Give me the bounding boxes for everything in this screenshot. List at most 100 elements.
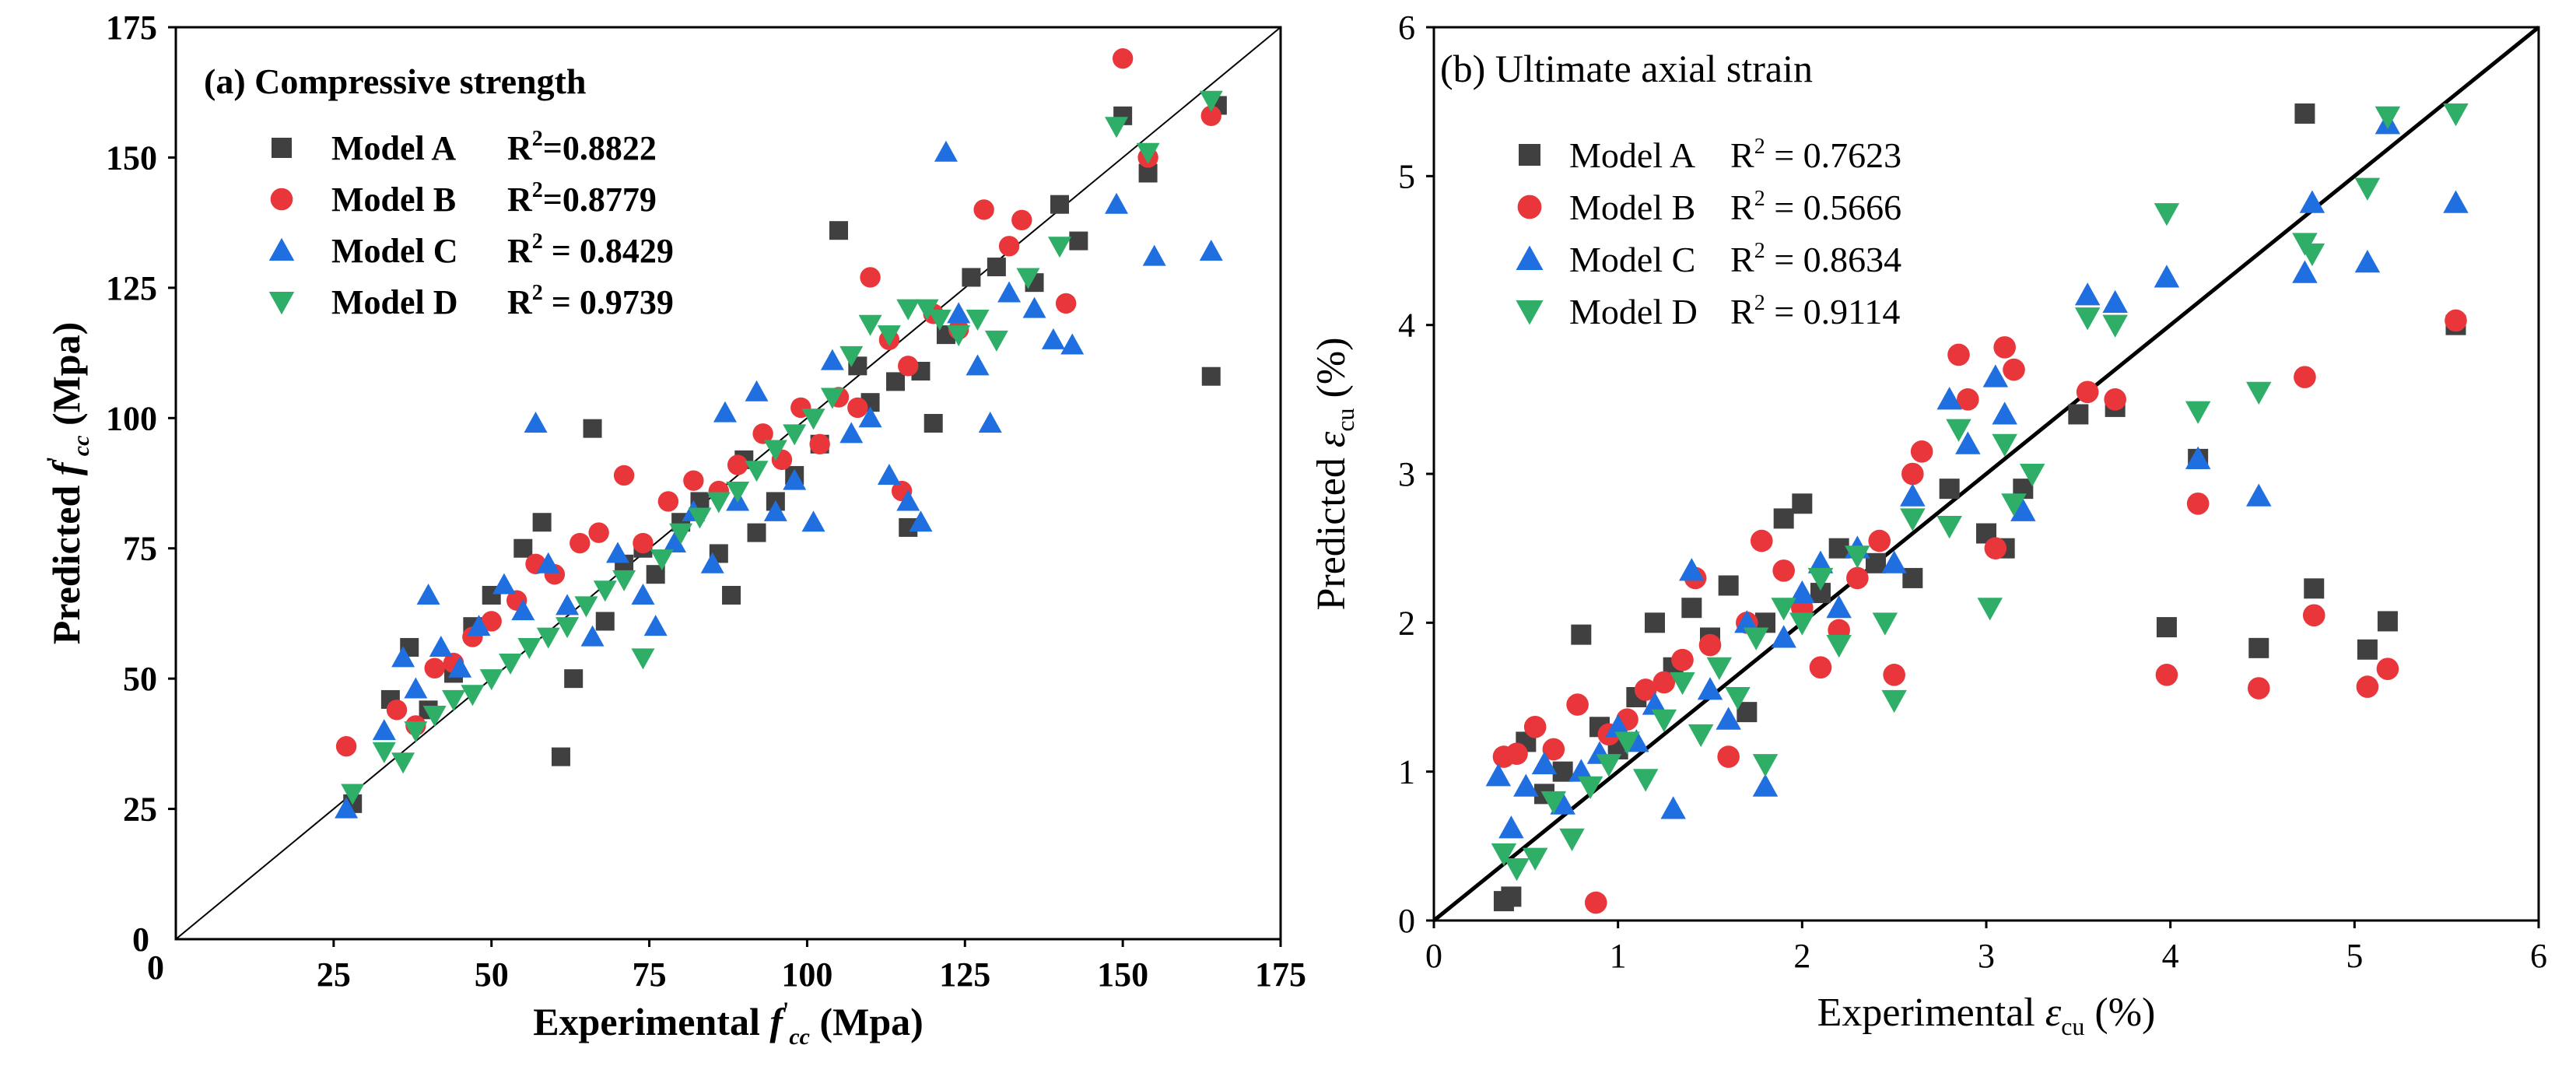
x-tick-label: 2 — [1793, 937, 1810, 975]
y-tick-label: 2 — [1398, 604, 1415, 642]
data-point-model-d — [517, 637, 541, 659]
data-point-model-c — [1752, 773, 1779, 797]
data-point-model-a — [987, 258, 1006, 277]
data-point-model-c — [1041, 328, 1065, 349]
data-point-model-b — [1011, 209, 1032, 230]
data-point-model-a — [747, 523, 766, 542]
data-point-model-c — [2443, 190, 2469, 213]
y-tick-label: 1 — [1398, 753, 1415, 791]
legend-b-model-a-r2: R2 = 0.7623 — [1730, 135, 1901, 175]
data-point-model-d — [877, 325, 901, 347]
data-point-model-d — [1105, 117, 1129, 139]
data-point-model-d — [1577, 776, 1603, 800]
data-point-model-b — [1910, 440, 1933, 463]
data-point-model-d — [536, 627, 560, 649]
panel-a-x-axis-title: Experimental f'cc (Mpa) — [533, 998, 924, 1050]
data-point-model-d — [612, 570, 636, 591]
legend-b-model-a-label: Model A — [1569, 135, 1695, 175]
data-point-model-b — [1634, 679, 1657, 701]
data-point-model-d — [1016, 268, 1040, 289]
y-tick-label: 75 — [123, 530, 157, 568]
data-point-model-b — [1846, 566, 1869, 590]
data-point-model-b — [683, 470, 704, 491]
data-point-model-d — [1688, 724, 1714, 748]
data-point-model-c — [1568, 759, 1594, 782]
x-tick-label: 4 — [2162, 937, 2179, 975]
legend-marker-model-d — [268, 292, 295, 315]
legend-a-model-b-label: Model B — [331, 181, 456, 219]
data-point-model-a — [551, 747, 570, 766]
data-point-model-d — [404, 721, 428, 743]
data-point-model-b — [2186, 492, 2210, 515]
data-point-model-a — [1201, 366, 1221, 386]
panel-b-identity-line — [1432, 26, 2540, 922]
data-point-model-c — [372, 719, 396, 741]
data-point-model-c — [896, 489, 920, 511]
data-point-model-b — [1957, 388, 1979, 411]
data-point-model-d — [1807, 567, 1834, 591]
data-point-model-b — [847, 397, 868, 419]
data-point-model-b — [335, 736, 357, 757]
data-point-model-d — [801, 409, 825, 430]
data-point-model-d — [2299, 243, 2325, 267]
data-point-model-c — [947, 302, 971, 324]
data-point-model-c — [1881, 550, 1907, 573]
data-point-model-c — [1060, 333, 1085, 355]
data-point-model-c — [2299, 190, 2325, 213]
x-tick-label: 75 — [633, 956, 667, 994]
data-point-model-d — [2001, 493, 2027, 517]
data-point-model-b — [973, 199, 994, 220]
data-point-model-a — [924, 413, 943, 433]
legend-marker-model-c — [1516, 245, 1544, 270]
data-point-model-c — [820, 349, 844, 370]
data-point-model-d — [2443, 103, 2469, 127]
data-point-model-d — [1752, 754, 1779, 777]
data-point-model-a — [1501, 886, 1522, 907]
data-point-model-c — [1955, 431, 1981, 454]
data-point-model-b — [727, 454, 748, 475]
data-point-model-c — [1936, 387, 1962, 410]
panel-a-ticks: 25 50 75 100 125 150 175 25 50 75 100 125 150 175 — [106, 9, 1306, 994]
data-point-model-b — [1901, 462, 1924, 486]
data-point-model-d — [820, 387, 844, 409]
data-point-model-d — [1540, 791, 1567, 815]
data-point-model-a — [2068, 404, 2089, 425]
data-point-model-c — [1105, 192, 1129, 214]
data-point-model-c — [966, 354, 990, 376]
data-point-model-a — [1571, 624, 1592, 645]
data-point-model-d — [1881, 689, 1907, 714]
legend-a-model-a-r2: R2=0.8822 — [507, 127, 657, 167]
data-point-model-b — [2247, 677, 2270, 700]
data-point-model-c — [2154, 265, 2180, 288]
series-model-b — [1492, 309, 2467, 914]
data-point-model-a — [583, 419, 602, 438]
panel-b-x-axis-title: Experimental εcu (%) — [1817, 991, 2156, 1040]
data-point-model-a — [2294, 103, 2315, 124]
data-point-model-c — [858, 406, 882, 428]
y-tick-label: 100 — [106, 399, 157, 437]
panel-a-compressive-strength: 25 50 75 100 125 150 175 25 50 75 100 125 150 175 (a)… — [42, 9, 1306, 1050]
legend-b-model-d-r2: R2 = 0.9114 — [1730, 291, 1900, 331]
data-point-model-a — [1939, 479, 1960, 500]
data-point-model-d — [1789, 612, 1815, 636]
series-model-c — [335, 140, 1223, 819]
legend-a-model-d-r2: R2 = 0.9739 — [507, 281, 674, 321]
data-point-model-c — [1807, 550, 1834, 573]
legend-b-model-c-label: Model C — [1569, 240, 1695, 279]
data-point-model-b — [2155, 664, 2178, 686]
y-tick-label: 0 — [1398, 902, 1415, 940]
legend-marker-model-d — [1516, 300, 1544, 325]
data-point-model-a — [1050, 195, 1069, 214]
data-point-model-c — [404, 677, 428, 699]
data-point-model-c — [713, 401, 737, 423]
data-point-model-a — [1718, 575, 1739, 596]
data-point-model-c — [391, 646, 415, 668]
series-model-d — [341, 90, 1223, 805]
data-point-model-d — [2019, 464, 2045, 487]
data-point-model-c — [1992, 402, 2017, 425]
data-point-model-a — [1828, 538, 1849, 559]
data-point-model-c — [536, 552, 560, 573]
data-point-model-b — [1112, 47, 1134, 69]
data-point-model-b — [1750, 529, 1773, 552]
